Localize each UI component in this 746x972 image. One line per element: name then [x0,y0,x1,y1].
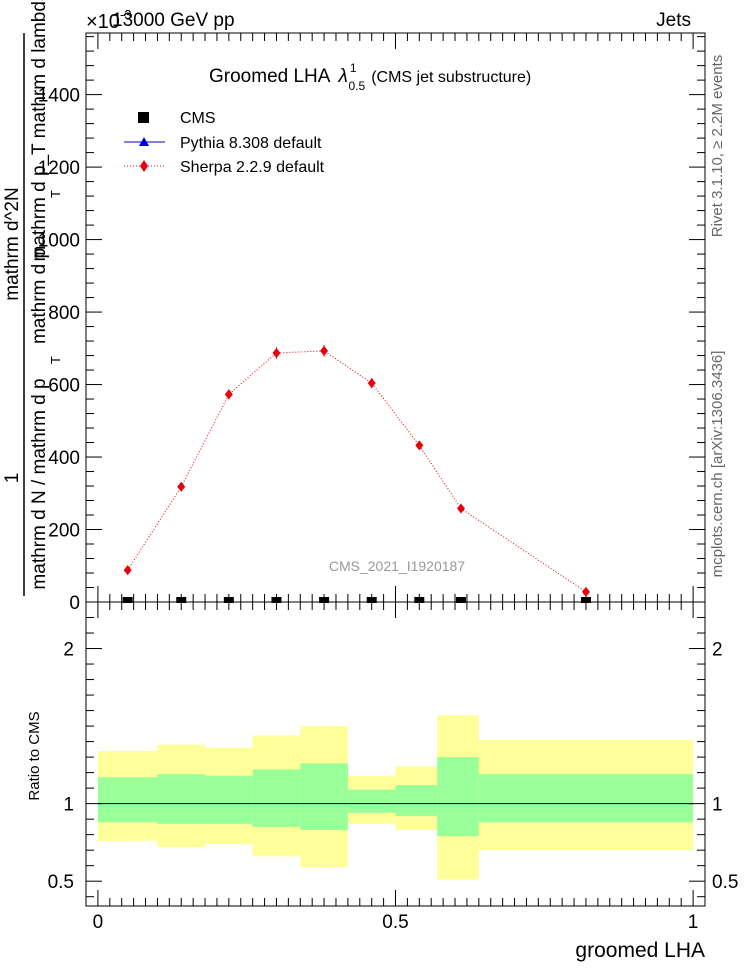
ratio-y-ticks: 0.5 0.5 1 1 2 2 [48,617,738,898]
ratio-y-tick-label: 0.5 [48,872,74,893]
y-label-sub-t2: T [48,356,63,364]
main-y-tick-labels: 0 200 400 600 800 1000 1200 1400 [38,86,80,614]
sherpa-line [127,350,587,593]
cms-point [580,597,591,603]
main-y-axis-label: mathrm d^2N mathrm d p_T mathrm d lambda… [2,0,63,596]
ratio-band-inner [395,785,438,817]
ratio-band-inner [347,789,396,813]
main-plot-frame [85,32,706,603]
ratio-y-tick-label: 1 [63,795,74,816]
cms-point [176,597,187,603]
main-y-ticks [86,36,705,603]
ratio-band-inner [478,774,694,823]
sherpa-point [272,348,281,359]
y-label-upper-den: mathrm d p_T mathrm d lambda [29,0,50,262]
ratio-y-tick-label-right: 2 [712,640,723,661]
ratio-x-ticks: 0 0.5 1 [93,602,699,933]
ratio-band-inner [437,757,479,837]
y-label-lower-den: mathrm d N / mathrm d p [29,378,50,589]
ratio-band-inner [300,763,348,830]
ratio-bands [97,715,694,880]
cms-point [414,597,425,603]
y-tick-label: 800 [48,303,80,324]
y-tick-label: 1000 [38,231,80,252]
header-process: Jets [656,10,691,31]
y-tick-label: 200 [48,521,80,542]
y-label-dp: mathrm d p [29,248,50,344]
sherpa-point [177,481,186,492]
legend-cms-marker [138,112,149,123]
sherpa-series [123,345,590,597]
y-label-sub-t1: T [48,190,63,198]
ratio-band-inner [252,769,301,827]
sherpa-point [581,586,590,597]
sherpa-point [224,389,233,400]
y-tick-label: 600 [48,376,80,397]
ratio-y-tick-label-right: 0.5 [712,872,738,893]
sherpa-point [367,378,376,389]
ratio-band-inner [205,775,253,824]
ratio-y-tick-label-right: 1 [712,795,723,816]
ratio-band-inner [157,774,206,824]
cms-series [122,597,591,603]
y-label-numerator-top: mathrm d^2N [2,187,23,300]
sherpa-point [320,345,329,356]
cms-point [455,597,466,603]
cms-point [223,597,234,603]
cms-point [122,597,133,603]
sherpa-point [123,565,132,576]
y-label-one: 1 [2,473,23,484]
rivet-label: Rivet 3.1.10, ≥ 2.2M events [709,55,726,238]
cms-point [366,597,377,603]
legend-pythia-label: Pythia 8.308 default [180,135,322,152]
legend-sherpa-marker [140,160,148,172]
sherpa-point [456,503,465,514]
legend-pythia-marker [139,137,149,146]
header-energy: 13000 GeV pp [112,10,235,31]
y-tick-label: 0 [69,593,80,614]
cms-point [271,597,282,603]
legend-sherpa-label: Sherpa 2.2.9 default [180,159,325,176]
y-tick-label: 400 [48,448,80,469]
ratio-y-tick-label: 2 [63,640,74,661]
ratio-y-label: Ratio to CMS [26,711,43,800]
x-tick-label: 0.5 [382,912,408,933]
x-axis-label: groomed LHA [575,939,705,962]
mcplots-label: mcplots.cern.ch [arXiv:1306.3436] [709,351,726,578]
ratio-band-inner [97,777,158,823]
cms-point [319,597,330,603]
exponent-label: ×10-3 [86,7,132,33]
x-tick-label: 0 [93,912,104,933]
sherpa-point [415,440,424,451]
y-tick-label: 1400 [38,86,80,107]
y-tick-label: 1200 [38,158,80,179]
x-tick-label: 1 [688,912,699,933]
analysis-watermark: CMS_2021_I1920187 [329,558,465,574]
legend-cms-label: CMS [180,110,216,127]
plot-title: Groomed LHA λ 1 0.5 (CMS jet substructure) [209,61,531,93]
legend: CMS Pythia 8.308 default Sherpa 2.2.9 de… [124,110,325,176]
